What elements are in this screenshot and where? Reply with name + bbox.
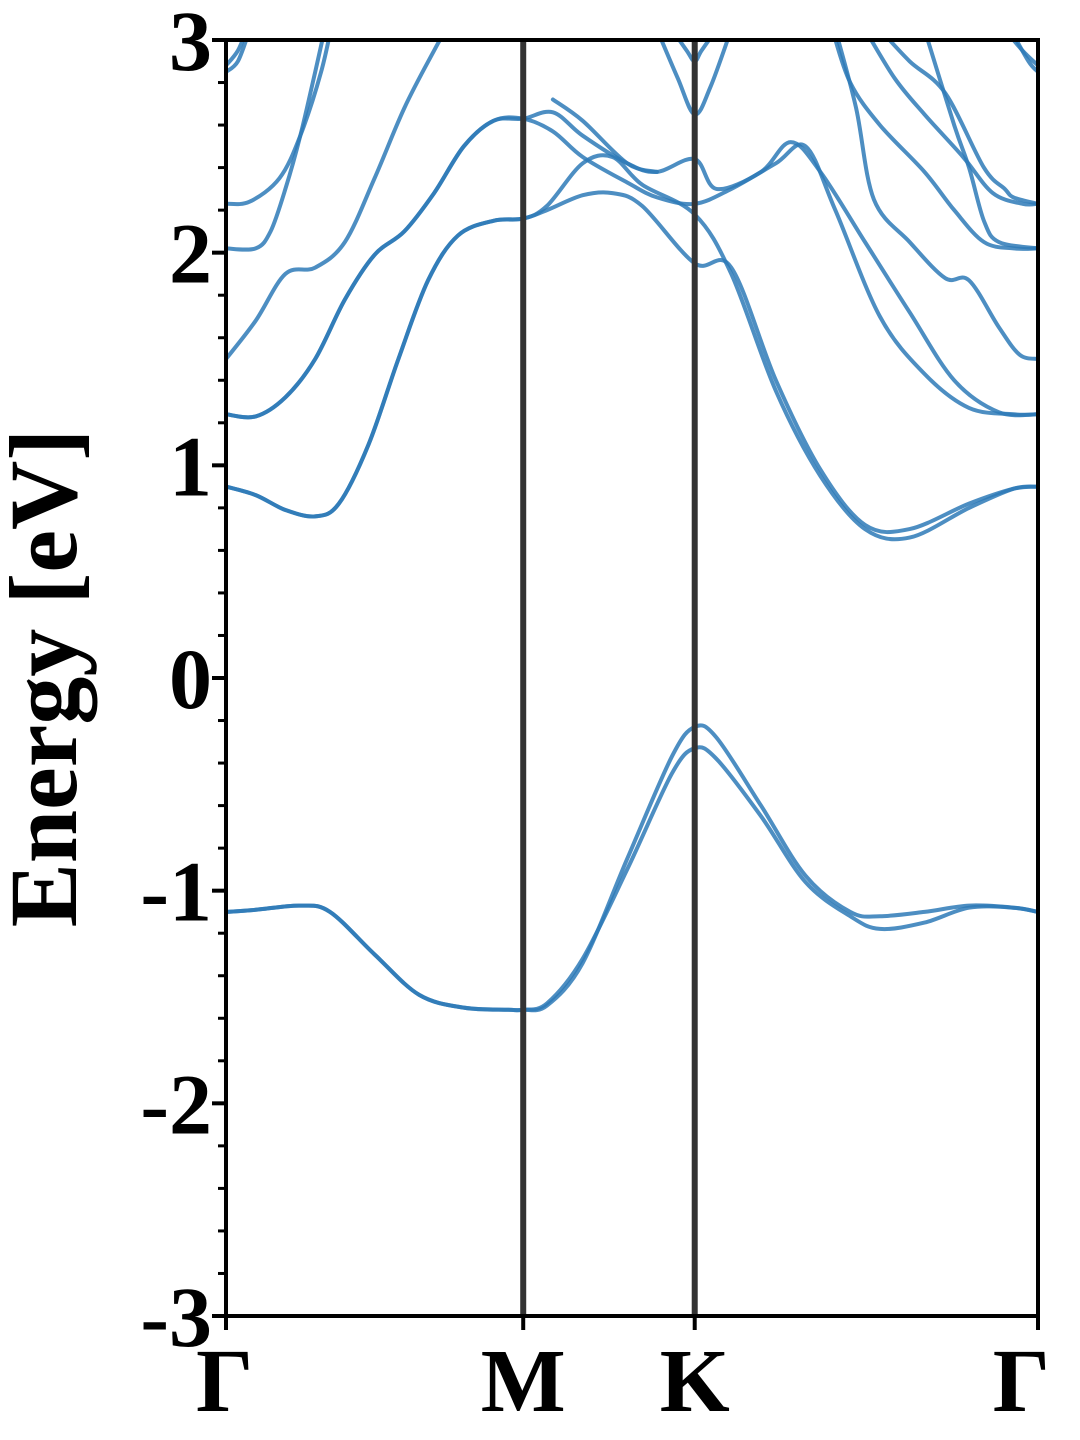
band-line-2	[226, 723, 1038, 1013]
band-line-1	[226, 745, 1038, 1013]
y-tick-label: 0	[169, 631, 212, 727]
y-tick-label: 2	[169, 206, 212, 302]
y-tick-label: 3	[169, 0, 212, 89]
y-tick-label: -3	[140, 1269, 212, 1365]
band-line-16	[836, 40, 1038, 361]
band-lines	[226, 40, 1038, 1013]
kpoint-label: Γ	[196, 1332, 253, 1431]
y-tick-label: -1	[140, 844, 212, 940]
band-line-18	[886, 40, 1038, 206]
kpoint-label: K	[660, 1332, 730, 1431]
band-line-8	[226, 40, 325, 252]
band-line-17	[868, 40, 1038, 207]
kpoint-label: Γ	[993, 1332, 1050, 1431]
band-line-10	[550, 97, 659, 174]
plot-frame	[224, 38, 1040, 1318]
band-line-3	[226, 190, 1038, 535]
band-line-12	[226, 40, 245, 68]
band-line-7	[226, 40, 443, 361]
kpoint-label: M	[481, 1332, 566, 1431]
band-line-9	[226, 40, 331, 207]
y-axis: -3 -2 -1 0 1 2 3	[140, 0, 226, 1365]
band-line-21	[1014, 40, 1038, 74]
band-line-6	[226, 109, 1038, 420]
high-symmetry-dividers	[520, 40, 698, 1316]
y-tick-label: 1	[169, 418, 212, 514]
band-line-19	[925, 40, 1038, 251]
y-tick-label: -2	[140, 1056, 212, 1152]
band-line-4	[226, 153, 1038, 542]
y-axis-label: Energy [eV]	[0, 429, 97, 928]
band-line-11	[226, 40, 249, 74]
